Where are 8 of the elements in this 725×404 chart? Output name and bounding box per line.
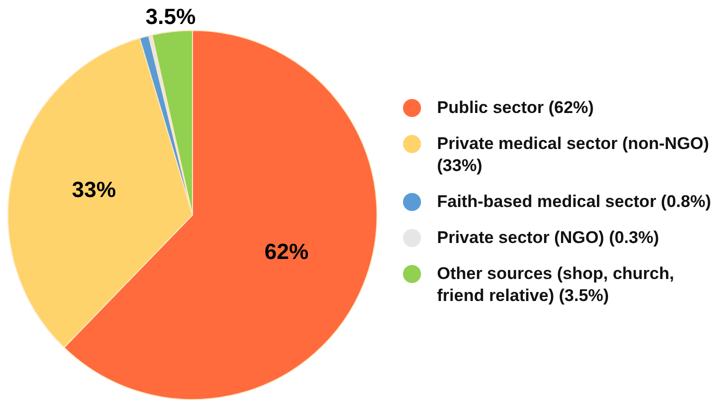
data-label: 62% — [264, 239, 309, 264]
data-label: 3.5% — [146, 4, 196, 29]
legend-label: Private sector (NGO) (0.3%) — [437, 227, 660, 249]
legend-label: Private medical sector (non-NGO) (33%) — [437, 133, 710, 177]
legend-label: Faith-based medical sector (0.8%) — [437, 191, 711, 213]
legend-label: Public sector (62%) — [437, 97, 594, 119]
legend-label: Other sources (shop, church, friend relative) (3.5%) — [437, 263, 676, 307]
data-label: 33% — [72, 176, 116, 202]
